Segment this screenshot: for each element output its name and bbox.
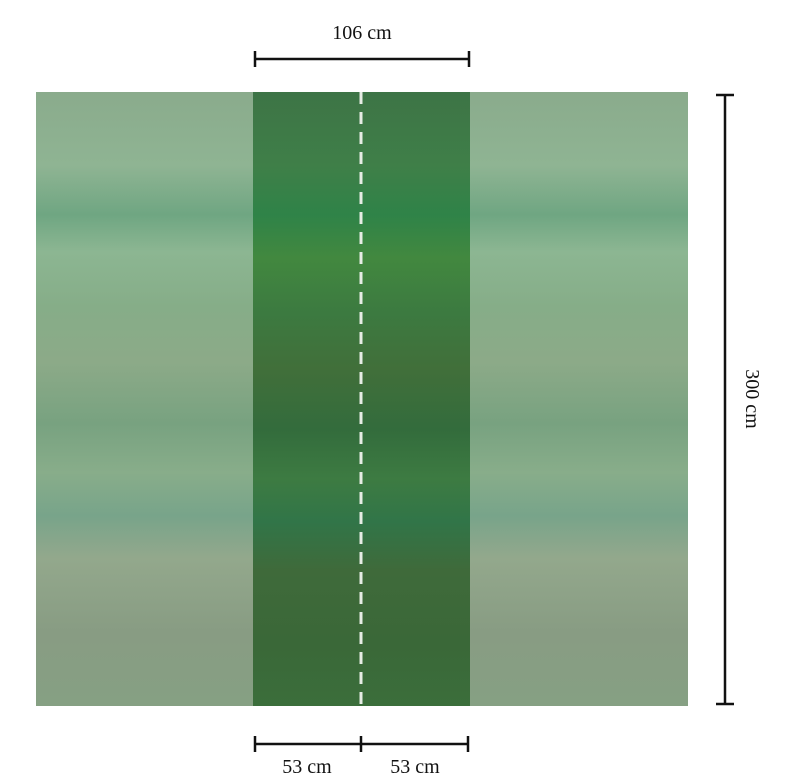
left-panel xyxy=(36,92,253,706)
top-width-label: 106 cm xyxy=(332,22,392,44)
bottom-width-label: 53 cm xyxy=(282,756,332,778)
bottom-width-label: 53 cm xyxy=(390,756,440,778)
right-panel xyxy=(470,92,688,706)
height-dimension xyxy=(716,93,734,706)
height-label: 300 cm xyxy=(741,369,763,429)
top-dimension xyxy=(253,51,471,67)
bottom-dimension xyxy=(253,736,470,752)
